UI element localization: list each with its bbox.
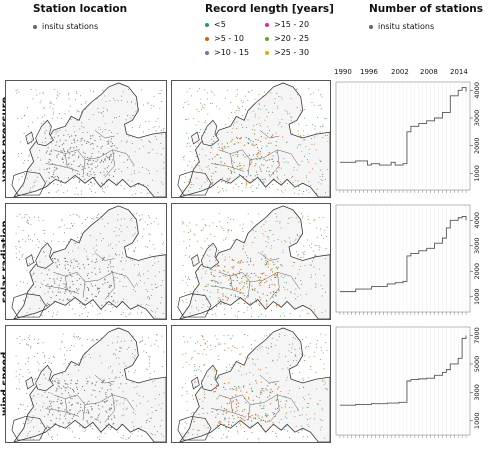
station-count-chart: 1000 2000 3000 4000 [335, 81, 481, 193]
station-count-line [339, 216, 467, 293]
legend-station-location: insitu stations [33, 22, 98, 31]
legend-record-label: >15 - 20 [274, 20, 310, 29]
y-tick-label: 3000 [473, 384, 481, 401]
year-label: 2002 [391, 68, 409, 76]
europe-map [11, 327, 166, 442]
station-location-map [5, 203, 167, 320]
legend-station-label: insitu stations [42, 22, 99, 31]
legend-record-item: >10 - 15 [205, 48, 249, 57]
year-label: 2008 [420, 68, 438, 76]
europe-map [177, 82, 330, 197]
legend-record-label: <5 [214, 20, 226, 29]
legend-record-swatch-icon [265, 50, 269, 55]
y-tick-label: 4000 [473, 82, 481, 99]
station-count-line [339, 87, 467, 166]
legend-record-swatch-icon [205, 50, 209, 55]
station-location-map [5, 325, 167, 443]
y-tick-label: 7000 [473, 327, 481, 344]
station-count-chart: 1000 2000 3000 4000 [335, 204, 481, 315]
legend-record-swatch-icon [205, 36, 209, 41]
station-location-map [5, 80, 167, 198]
y-tick-label: 3000 [473, 110, 481, 127]
record-length-map [171, 80, 331, 198]
year-label: 1996 [360, 68, 378, 76]
y-tick-label: 2000 [473, 263, 481, 280]
y-tick-label: 3000 [473, 237, 481, 254]
legend-record-label: >25 - 30 [274, 48, 310, 57]
number-of-stations-header: Number of stations [369, 3, 484, 15]
station-location-header: Station location [33, 3, 128, 15]
y-tick-label: 1000 [473, 165, 481, 182]
legend-record-label: >20 - 25 [274, 34, 310, 43]
europe-map [11, 205, 166, 319]
legend-record-swatch-icon [265, 36, 269, 41]
legend-record-swatch-icon [265, 22, 269, 27]
legend-record-item: >20 - 25 [265, 34, 309, 43]
legend-record-item: >15 - 20 [265, 20, 309, 29]
station-dot-icon [33, 24, 37, 29]
europe-map [177, 327, 330, 442]
record-length-map [171, 203, 331, 320]
y-tick-label: 4000 [473, 212, 481, 229]
legend-record-item: >5 - 10 [205, 34, 244, 43]
y-tick-label: 1000 [473, 288, 481, 305]
station-count-line [339, 335, 467, 406]
legend-record-label: >10 - 15 [214, 48, 250, 57]
legend-number-of-stations: insitu stations [369, 22, 434, 31]
legend-record-swatch-icon [205, 22, 209, 27]
europe-map [177, 205, 330, 319]
y-tick-label: 5000 [473, 356, 481, 373]
record-length-header: Record length [years] [205, 3, 334, 15]
legend-record-item: <5 [205, 20, 226, 29]
legend-record-label: >5 - 10 [214, 34, 244, 43]
year-label: 1990 [334, 68, 352, 76]
station-count-chart: 1000 3000 5000 7000 [335, 326, 481, 438]
record-length-map [171, 325, 331, 443]
legend-count-label: insitu stations [378, 22, 435, 31]
y-tick-label: 2000 [473, 137, 481, 154]
legend-record-item: >25 - 30 [265, 48, 309, 57]
station-line-icon [369, 24, 373, 29]
y-tick-label: 1000 [473, 413, 481, 430]
year-label: 2014 [450, 68, 468, 76]
europe-map [11, 82, 166, 197]
